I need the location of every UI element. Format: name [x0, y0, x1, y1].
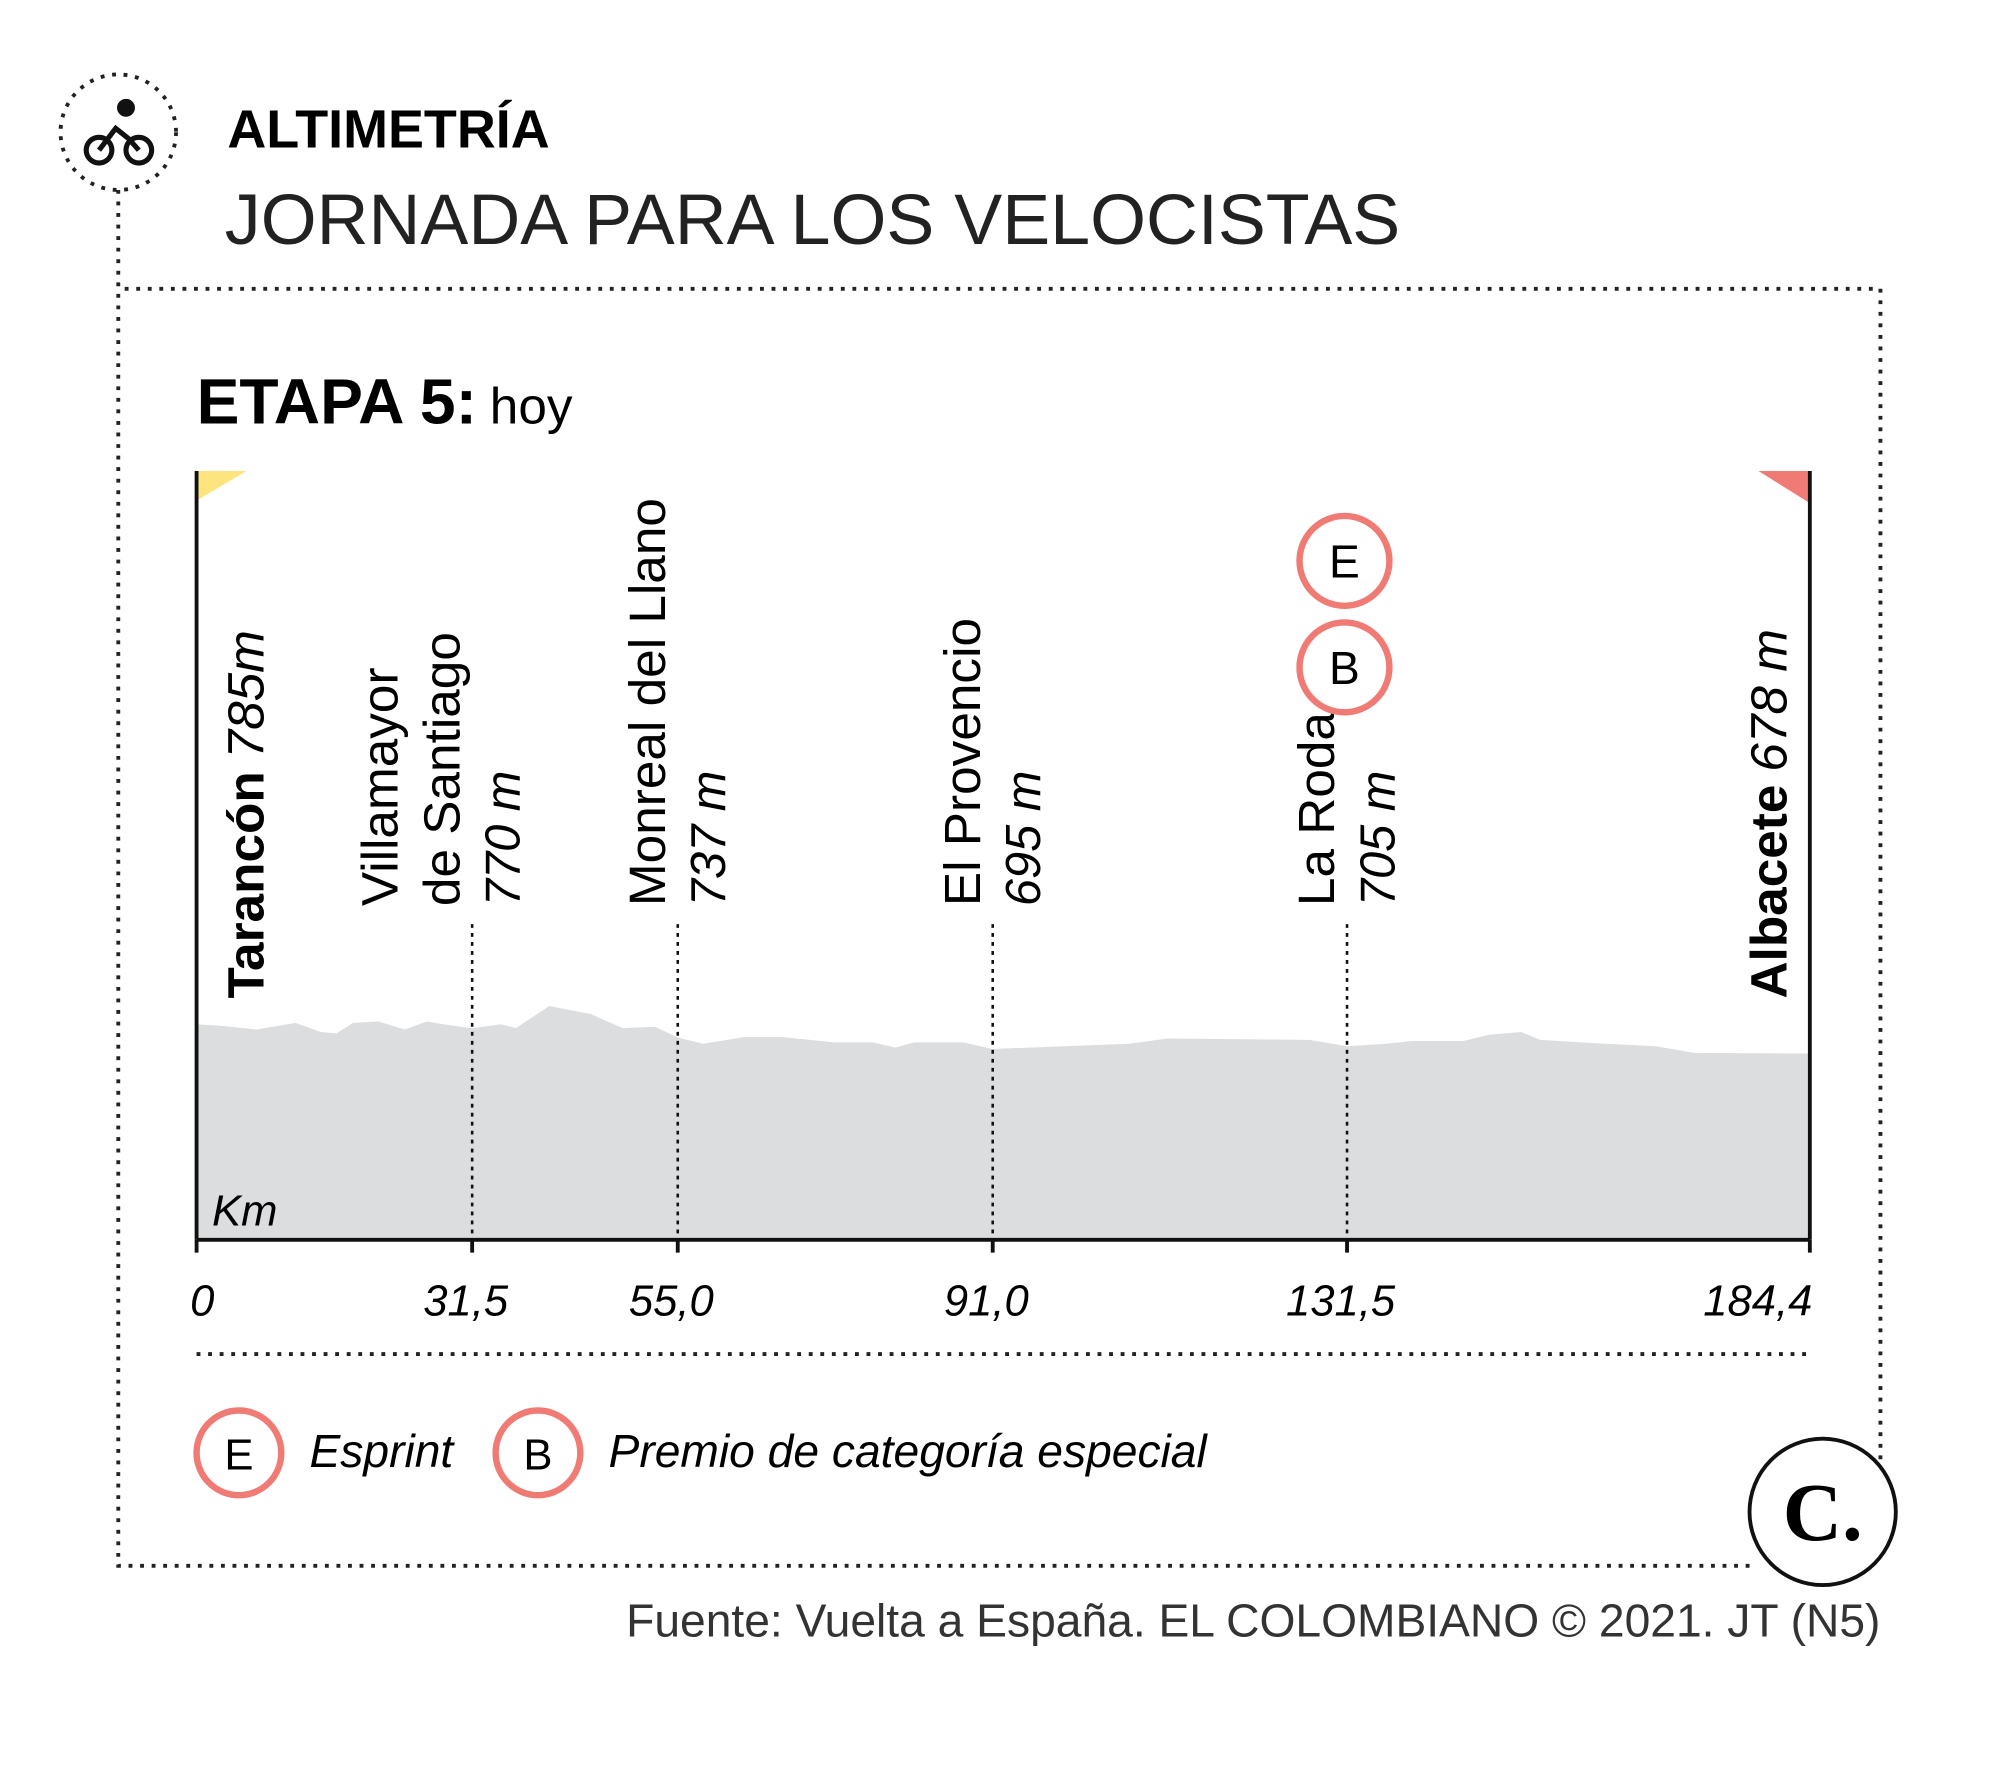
marker-ring [1296, 512, 1393, 609]
x-tick-label: 55,0 [629, 1278, 714, 1326]
legend-symbol: E [224, 1432, 253, 1480]
stop-altitude: 785m [217, 630, 274, 758]
stop-name: Tarancón [217, 771, 274, 998]
stop-altitude: 737 m [682, 771, 736, 907]
cyclist-icon [83, 98, 155, 166]
start-flag [196, 471, 247, 501]
icon-ring [58, 72, 178, 192]
legend-ring [492, 1407, 584, 1499]
x-tick-label: 131,5 [1286, 1278, 1396, 1326]
logo: C. [1783, 1467, 1863, 1558]
stop-name: El Provencio [934, 618, 991, 906]
marker-letter: B [1329, 642, 1360, 694]
finish-flag [1758, 471, 1810, 504]
legend-label: Esprint [310, 1425, 456, 1477]
stop-name: de Santiago [413, 632, 470, 906]
stop-label: Albacete 678 m [1741, 629, 1798, 998]
stop-name: Monreal del Llano [619, 498, 676, 906]
stop-name: Villamayor [352, 667, 409, 906]
kicker: ALTIMETRÍA [227, 100, 549, 160]
stage-day: hoy [490, 378, 573, 435]
stop-name: Albacete [1741, 785, 1798, 999]
stage: ETAPA 5: hoy [197, 366, 573, 438]
stop-altitude: 695 m [997, 771, 1051, 907]
legend-symbol: B [523, 1432, 552, 1480]
legend-ring [193, 1407, 285, 1499]
stop-altitude: 678 m [1741, 629, 1798, 772]
stage-label: ETAPA 5: [197, 366, 477, 438]
title: JORNADA PARA LOS VELOCISTAS [225, 180, 1400, 260]
x-axis-label: Km [212, 1188, 277, 1236]
x-tick-label: 184,4 [1703, 1278, 1812, 1326]
x-tick-label: 91,0 [944, 1278, 1029, 1326]
x-tick-label: 0 [190, 1278, 214, 1326]
profile-area [196, 1006, 1810, 1240]
source: Fuente: Vuelta a España. EL COLOMBIANO ©… [626, 1594, 1880, 1646]
stop-altitude: 705 m [1352, 771, 1406, 907]
logo-ring [1747, 1436, 1898, 1587]
stop-name: La Roda [1288, 712, 1345, 907]
legend-label: Premio de categoría especial [609, 1425, 1209, 1477]
marker-ring [1296, 619, 1393, 716]
marker-letter: E [1329, 536, 1360, 588]
stop-altitude: 770 m [477, 771, 531, 907]
x-tick-label: 31,5 [423, 1278, 509, 1326]
stop-label: Tarancón 785m [217, 630, 274, 998]
